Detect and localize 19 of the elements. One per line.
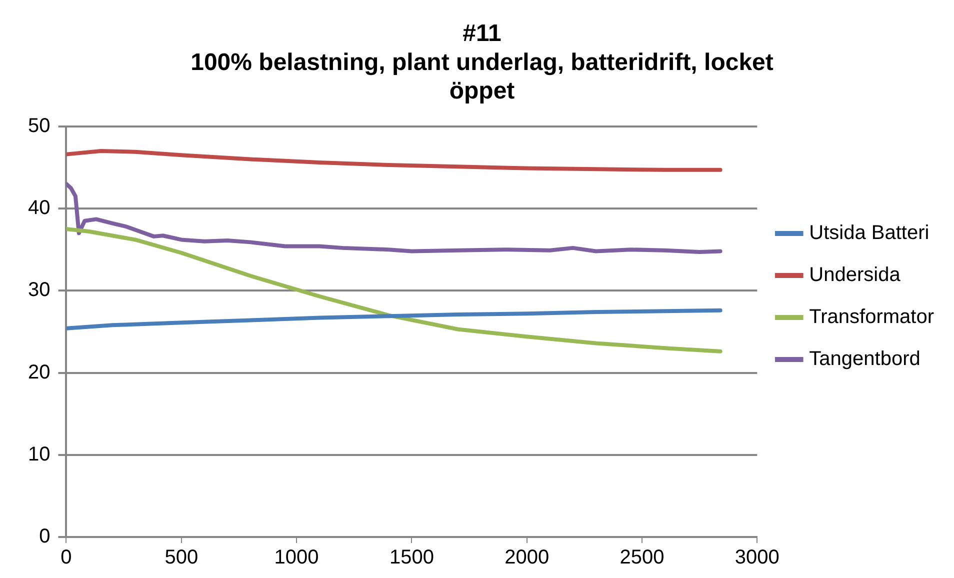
y-tick-label: 40 [28,197,50,220]
x-tick-label: 1000 [274,546,319,569]
x-tick-label: 500 [164,546,198,569]
legend-label: Transformator [809,306,934,328]
legend-label: Undersida [809,264,902,286]
y-tick-label: 0 [39,526,50,548]
x-tick-label: 2000 [504,546,550,569]
x-tick-label: 0 [60,546,72,569]
x-tick-label: 3000 [734,546,780,569]
chart-title: #11 [462,20,502,48]
y-tick-label: 20 [28,361,50,384]
y-tick-label: 30 [28,279,50,302]
chart-subtitle: 100% belastning, plant underlag, batteridrift, locket öppet [190,48,774,105]
y-tick-label: 50 [28,114,50,137]
legend-label: Tangentbord [809,348,920,370]
x-tick-label: 2500 [620,546,664,569]
legend-label: Utsida Batteri [809,222,930,244]
x-tick-label: 1500 [389,546,434,569]
y-tick-label: 10 [28,443,50,466]
